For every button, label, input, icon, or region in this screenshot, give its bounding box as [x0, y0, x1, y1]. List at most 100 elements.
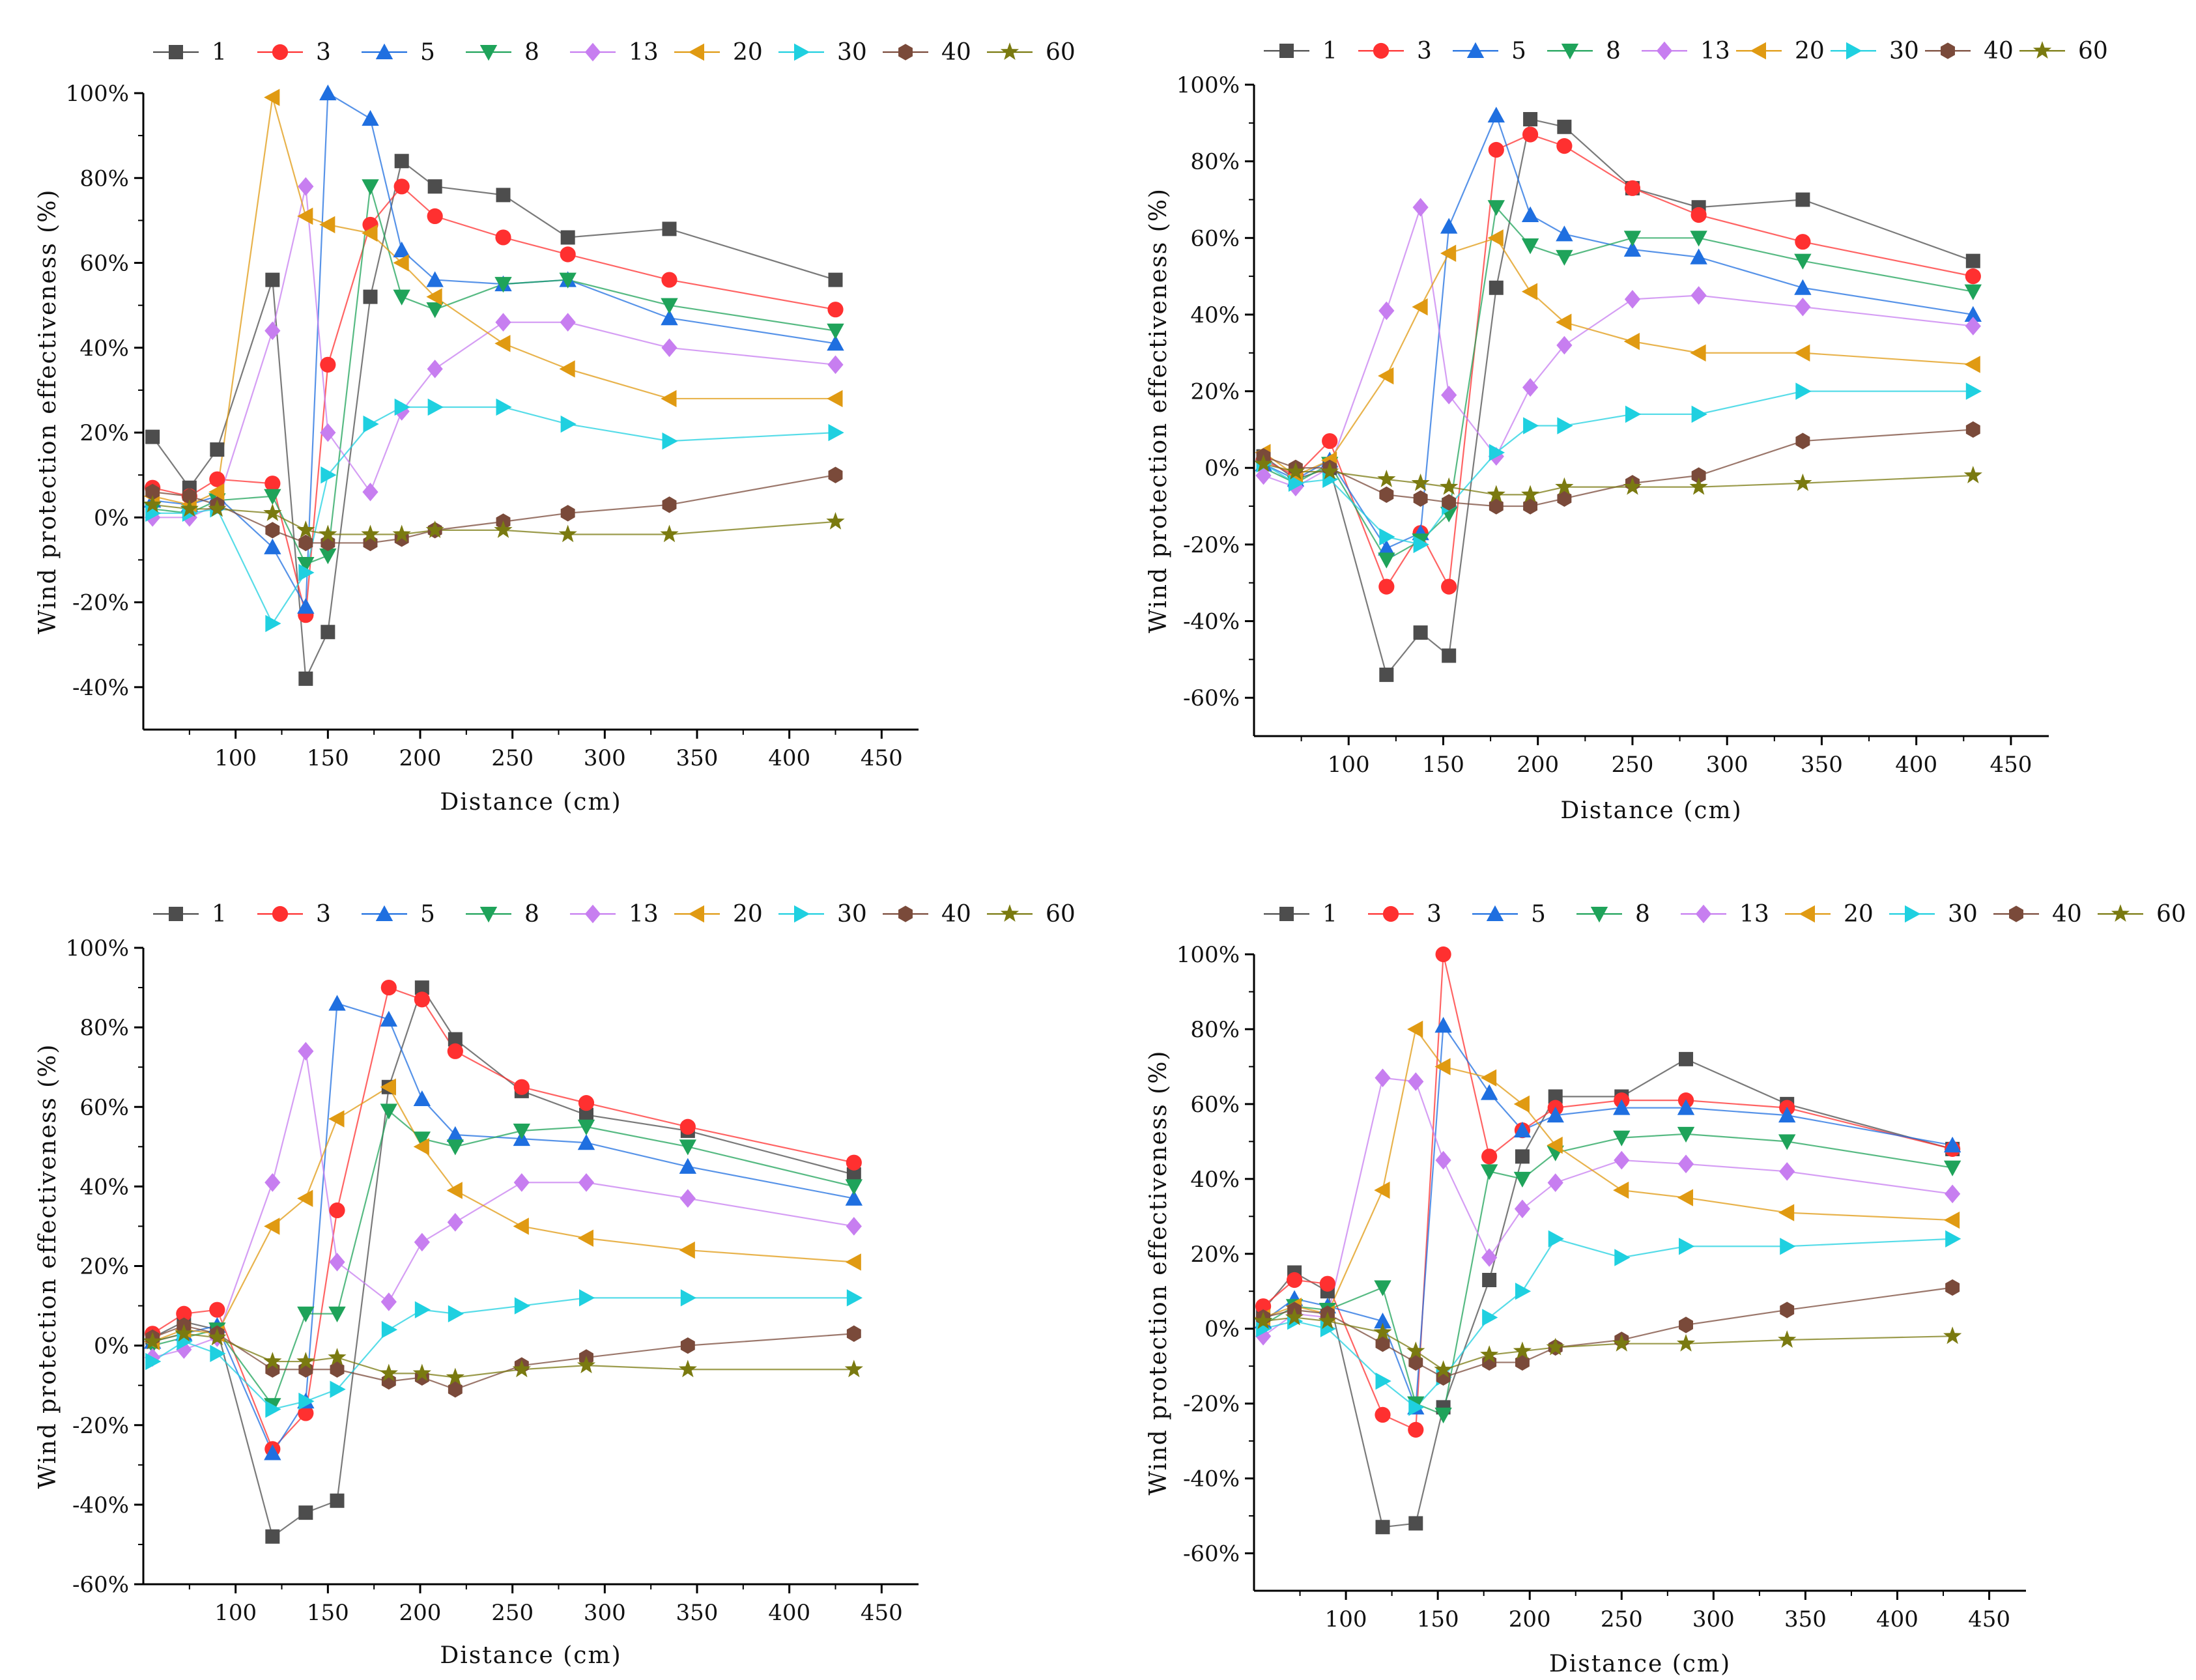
data-point-20: [1480, 1069, 1497, 1087]
data-point-8: [513, 1123, 531, 1140]
data-point-3: [1441, 578, 1457, 595]
data-point-3: [578, 1095, 595, 1111]
data-point-60: [208, 1328, 227, 1346]
data-point-8: [1521, 238, 1539, 255]
data-point-20: [1513, 1095, 1530, 1113]
data-point-13: [661, 338, 677, 358]
legend-label: 13: [1700, 38, 1730, 64]
data-point-8: [845, 1179, 863, 1195]
data-point-1: [1379, 667, 1394, 682]
data-point-5: [661, 309, 678, 326]
y-tick-label: 60%: [79, 1094, 129, 1120]
data-point-1: [330, 1493, 345, 1508]
data-point-3: [560, 246, 576, 263]
data-point-3: [1378, 578, 1395, 595]
data-point-60: [1377, 470, 1396, 487]
data-point-13: [362, 482, 378, 502]
x-tick-label: 250: [1611, 752, 1653, 778]
legend-marker-8: [1561, 44, 1579, 60]
y-tick-label: 100%: [66, 81, 129, 107]
data-point-60: [1623, 477, 1642, 495]
data-point-13: [1412, 197, 1429, 217]
legend-label: 30: [837, 39, 867, 66]
data-point-5: [393, 241, 410, 257]
legend-marker-30: [1846, 42, 1862, 60]
data-point-13: [1514, 1199, 1531, 1219]
data-point-20: [380, 1078, 396, 1096]
data-point-3: [827, 302, 844, 318]
data-point-13: [1481, 1248, 1498, 1267]
data-point-8: [1623, 231, 1642, 247]
data-point-13: [1441, 386, 1457, 405]
x-tick-label: 300: [584, 1600, 626, 1626]
data-point-1: [662, 221, 677, 236]
data-point-40: [1408, 1354, 1423, 1371]
legend-label: 30: [837, 901, 867, 928]
data-point-30: [1691, 405, 1707, 423]
data-point-8: [1378, 552, 1395, 569]
y-tick-label: 60%: [1190, 1092, 1240, 1118]
data-point-3: [1322, 433, 1338, 449]
x-tick-label: 450: [861, 1600, 903, 1626]
data-point-20: [426, 288, 442, 306]
data-point-20: [1623, 332, 1640, 350]
data-point-20: [513, 1217, 529, 1235]
data-point-13: [1795, 297, 1811, 317]
legend-label: 60: [2078, 38, 2108, 64]
legend-marker-8: [479, 907, 498, 923]
data-point-8: [393, 289, 410, 306]
y-tick-label: 0%: [94, 505, 129, 531]
x-tick-label: 250: [491, 1600, 534, 1626]
legend-marker-20: [688, 43, 704, 61]
data-point-60: [1253, 1311, 1273, 1330]
data-point-1: [1679, 1051, 1694, 1066]
data-point-3: [1286, 1272, 1303, 1288]
data-point-20: [264, 89, 280, 106]
x-tick-label: 100: [214, 745, 257, 771]
data-point-30: [1795, 382, 1812, 400]
data-point-1: [321, 625, 335, 640]
data-point-5: [1794, 279, 1812, 295]
data-point-8: [1778, 1134, 1796, 1150]
legend-label: 3: [316, 39, 331, 66]
data-point-20: [319, 216, 335, 234]
data-point-1: [298, 1505, 313, 1520]
data-point-5: [264, 538, 281, 554]
legend-marker-3: [272, 905, 289, 922]
data-point-60: [328, 1348, 347, 1365]
data-point-30: [1482, 1309, 1498, 1326]
data-point-60: [1943, 1326, 1962, 1345]
legend-marker-8: [479, 45, 498, 61]
data-point-30: [1679, 1238, 1695, 1255]
legend-label: 60: [1046, 39, 1076, 66]
data-point-40: [828, 466, 843, 483]
data-point-20: [1412, 298, 1428, 316]
data-point-60: [446, 1367, 464, 1386]
legend-label: 13: [629, 39, 659, 66]
data-point-60: [412, 1363, 431, 1382]
data-point-30: [1965, 382, 1982, 400]
data-point-40: [298, 534, 313, 552]
y-tick-label: 100%: [1176, 942, 1240, 968]
y-tick-label: -40%: [1183, 609, 1240, 635]
data-point-30: [1614, 1249, 1631, 1266]
data-point-13: [679, 1189, 696, 1208]
data-point-30: [846, 1289, 863, 1307]
data-point-3: [1319, 1275, 1335, 1292]
data-point-20: [328, 1110, 345, 1128]
legend-marker-13: [584, 42, 601, 62]
y-tick-label: 0%: [94, 1333, 129, 1360]
y-tick-label: -60%: [72, 1572, 129, 1598]
x-tick-label: 200: [1517, 752, 1559, 778]
legend-label: 3: [1417, 38, 1432, 64]
data-point-5: [1964, 306, 1982, 322]
data-point-30: [381, 1321, 398, 1339]
x-axis-title: Distance (cm): [440, 789, 621, 816]
data-point-3: [414, 991, 430, 1008]
y-tick-label: 80%: [1190, 1017, 1240, 1043]
data-point-20: [297, 207, 313, 225]
data-point-8: [426, 302, 444, 319]
data-point-8: [494, 277, 512, 293]
legend-marker-40: [2009, 905, 2023, 922]
